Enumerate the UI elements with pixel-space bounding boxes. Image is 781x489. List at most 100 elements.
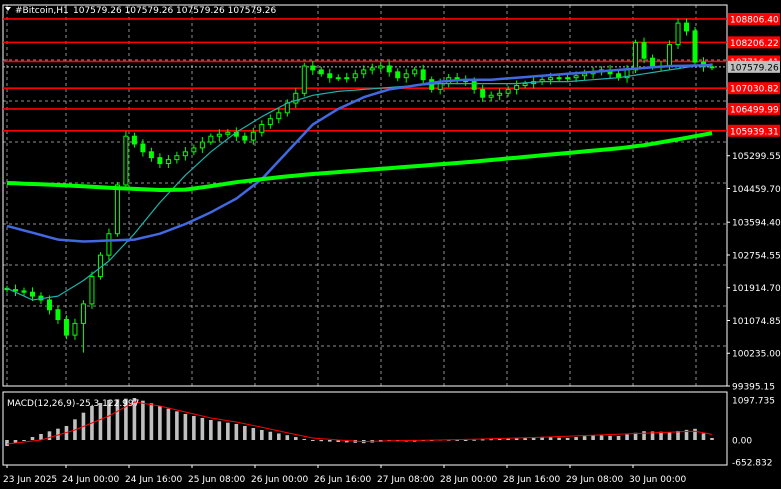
macd-histogram-bar [497,438,502,440]
level-price-label: 107030.82 [730,85,779,95]
candle-body [21,290,27,293]
candle-body [667,44,673,67]
macd-histogram-bar [591,435,595,440]
candle-body [641,42,647,59]
moving-averages [6,63,713,301]
candle-body [199,141,205,149]
ma-fast-line [6,63,713,301]
candle-body [480,88,486,98]
time-tick-label: 27 Jun 08:00 [377,475,434,485]
candle-body [284,102,290,114]
macd-histogram-bar [293,437,298,440]
macd-histogram-bar [268,431,273,440]
macd-histogram-bar [582,436,587,440]
macd-header: MACD(12,26,9) -25.3 122.997 [7,399,139,409]
support-resistance-levels[interactable]: 108806.40108206.22107716.41107030.821064… [3,12,780,137]
candle-body [165,159,171,165]
ma-mid-line [6,63,713,243]
macd-histogram-bar [30,437,35,440]
macd-histogram-bar [243,426,247,440]
candle-body [437,83,443,90]
macd-histogram-bar [489,439,493,441]
candle-body [369,67,375,71]
candle-body [208,135,214,143]
price-tick-label: 100235.00 [732,350,781,360]
candle-body [582,73,588,77]
candle-body [497,92,503,96]
macd-histogram-bar [625,434,629,440]
macd-histogram-bar [226,422,230,440]
level-price-label: 106499.99 [730,105,779,115]
macd-histogram-bar [701,433,706,440]
time-tick-label: 29 Jun 08:00 [566,475,623,485]
current-price-label: 107579.26 [730,63,779,73]
candle-body [488,94,494,98]
candle-body [412,69,418,75]
candle-body [633,42,639,71]
candle-body [174,155,180,161]
candle-body [565,77,571,80]
macd-histogram-bar [650,431,655,440]
level-price-label: 108206.22 [730,39,779,49]
macd-histogram-bar [183,414,188,440]
macd-histogram-bar [175,411,179,440]
macd-histogram-bar [5,440,9,446]
macd-histogram-bar [260,430,264,440]
price-tick-label: 103594.40 [732,219,781,229]
candle-body [573,75,579,79]
macd-histogram-bar [13,440,18,443]
macd-histogram-bar [234,424,239,440]
price-tick-label: 101914.70 [732,284,781,294]
macd-histogram-bar [633,432,638,440]
candle-body [63,319,69,336]
macd-histogram-bar [676,430,680,440]
candle-body [301,65,307,94]
macd-histogram-bar [667,432,672,440]
candle-body [293,92,299,104]
macd-histogram-bar [531,437,536,440]
candle-body [395,71,401,79]
macd-histogram-bar [463,440,468,441]
candle-body [250,131,256,141]
time-tick-label: 28 Jun 16:00 [503,475,560,485]
price-tick-label: 104459.70 [732,185,781,195]
candle-body [505,88,511,94]
level-price-tag [728,82,780,95]
candle-body [361,69,367,75]
macd-histogram-bar [455,439,459,441]
candle-body [675,22,681,46]
candle-body [522,83,528,87]
dropdown-triangle-icon[interactable] [5,7,11,11]
candle-body [29,291,35,297]
macd-histogram-bar [684,429,689,440]
macd-histogram-bar [344,440,349,443]
candle-body [318,69,324,75]
candle-body [259,124,265,133]
candle-body [114,184,120,235]
price-axis: 105299.55 104459.70 103594.40 102754.55 1019… [727,152,781,393]
candle-body [692,30,698,63]
candle-body [556,77,562,80]
candle-body [420,69,426,81]
level-price-tag [728,124,780,137]
candle-body [148,151,154,159]
macd-histogram-bar [209,420,213,440]
candle-body [327,73,333,79]
macd-histogram-bar [192,416,196,440]
macd-pane-frame [2,391,728,466]
macd-histogram-bar [56,428,60,440]
candle-body [157,157,163,165]
macd-histogram-bar [47,431,52,440]
level-price-tag [728,102,780,115]
macd-histogram-bar [277,433,281,440]
price-tick-label: 105299.55 [732,152,781,162]
candle-body [46,299,52,311]
time-tick-label: 26 Jun 00:00 [251,475,308,485]
macd-histogram-bar [548,437,553,440]
candle-body [55,309,61,321]
candle-body [403,73,409,79]
ma-slow-line [6,131,713,192]
symbol-label: #Bitcoin,H1 [15,6,69,16]
